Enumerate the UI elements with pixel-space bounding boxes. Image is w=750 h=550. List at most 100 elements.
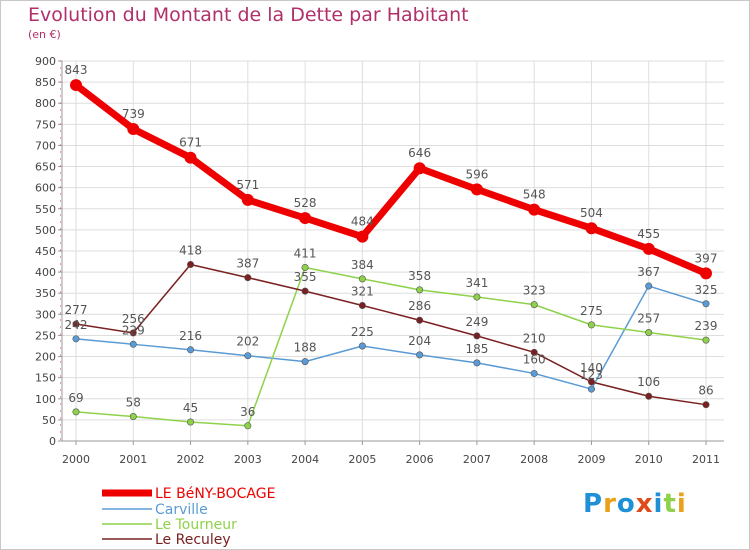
data-label: 216	[179, 329, 202, 343]
data-label: 596	[465, 167, 488, 181]
data-point	[299, 212, 312, 225]
data-label: 160	[523, 352, 546, 366]
data-label: 341	[465, 276, 488, 290]
data-point	[587, 321, 595, 329]
data-point	[187, 346, 195, 354]
y-tick-label: 450	[35, 245, 56, 258]
data-label: 397	[695, 251, 718, 265]
data-label: 646	[408, 146, 431, 160]
data-point	[241, 193, 254, 206]
data-label: 484	[351, 215, 374, 229]
x-tick-label: 2001	[119, 453, 147, 466]
data-point	[702, 336, 710, 344]
series-line-3	[75, 263, 707, 406]
data-label: 86	[698, 384, 713, 398]
y-tick-label: 500	[35, 224, 56, 237]
data-point	[700, 267, 712, 280]
data-point	[416, 286, 424, 294]
y-tick-label: 650	[35, 161, 56, 174]
y-tick-label: 350	[35, 287, 56, 300]
y-tick-label: 900	[35, 55, 56, 68]
data-label: 36	[240, 405, 255, 419]
data-point	[642, 242, 655, 255]
data-label: 455	[637, 227, 660, 241]
data-point	[356, 230, 369, 243]
data-point	[129, 340, 137, 348]
y-tick-label: 600	[35, 182, 56, 195]
y-tick-label: 0	[49, 435, 56, 448]
data-label: 418	[179, 244, 202, 258]
x-tick-label: 2011	[692, 453, 720, 466]
data-point	[530, 301, 538, 309]
data-label: 58	[126, 396, 141, 410]
data-label: 204	[408, 334, 431, 348]
data-point	[473, 293, 481, 301]
data-label: 671	[179, 136, 202, 150]
y-tick-label: 750	[35, 118, 56, 131]
data-label: 123	[580, 368, 603, 382]
legend-item: LE BéNY-BOCAGE	[155, 486, 275, 502]
logo-letter: x	[635, 489, 654, 519]
data-point	[187, 261, 195, 269]
data-label: 69	[68, 391, 83, 405]
data-point	[184, 151, 197, 164]
data-point	[416, 316, 424, 324]
x-tick-label: 2008	[520, 453, 548, 466]
x-tick-label: 2003	[234, 453, 262, 466]
data-label: 843	[65, 63, 88, 77]
data-point	[416, 351, 424, 359]
data-label: 504	[580, 206, 603, 220]
x-tick-label: 2004	[291, 453, 319, 466]
y-tick-label: 100	[35, 393, 56, 406]
chart-subtitle: (en €)	[28, 28, 61, 41]
series-line-0	[72, 81, 710, 277]
data-label: 210	[523, 331, 546, 345]
data-label: 358	[408, 269, 431, 283]
data-label: 188	[294, 341, 317, 355]
data-point	[70, 79, 82, 92]
data-label: 275	[580, 304, 603, 318]
data-label: 239	[695, 319, 718, 333]
data-label: 384	[351, 258, 374, 272]
logo-letter: i	[653, 489, 664, 519]
data-point	[301, 263, 309, 271]
proxiti-logo: Proxiti	[583, 489, 687, 519]
data-label: 242	[65, 318, 88, 332]
data-label: 185	[465, 342, 488, 356]
legend-item: Le Tourneur	[155, 517, 237, 533]
data-label: 548	[523, 188, 546, 202]
data-label: 367	[637, 265, 660, 279]
data-label: 45	[183, 401, 198, 415]
data-point	[530, 369, 538, 377]
data-label: 229	[122, 323, 145, 337]
data-point	[129, 413, 137, 421]
data-point	[473, 359, 481, 367]
logo-letter: P	[583, 489, 604, 519]
data-label: 321	[351, 284, 374, 298]
data-point	[645, 282, 653, 290]
logo-letter: r	[603, 489, 617, 519]
data-point	[187, 418, 195, 426]
y-tick-label: 150	[35, 372, 56, 385]
x-tick-label: 2002	[177, 453, 205, 466]
data-point	[301, 358, 309, 366]
y-tick-label: 850	[35, 76, 56, 89]
data-label: 140	[580, 361, 603, 375]
data-label: 286	[408, 299, 431, 313]
data-point	[72, 335, 80, 343]
logo-letter: o	[616, 489, 636, 519]
data-label: 325	[695, 283, 718, 297]
data-point	[244, 274, 252, 282]
data-label: 225	[351, 325, 374, 339]
data-point	[358, 275, 366, 283]
data-point	[702, 401, 710, 409]
data-point	[127, 122, 140, 135]
data-label: 739	[122, 107, 145, 121]
x-tick-label: 2005	[348, 453, 376, 466]
legend-item: Carville	[155, 502, 208, 518]
data-point	[72, 320, 80, 328]
data-point	[530, 348, 538, 356]
data-label: 355	[294, 270, 317, 284]
data-label: 528	[294, 196, 317, 210]
